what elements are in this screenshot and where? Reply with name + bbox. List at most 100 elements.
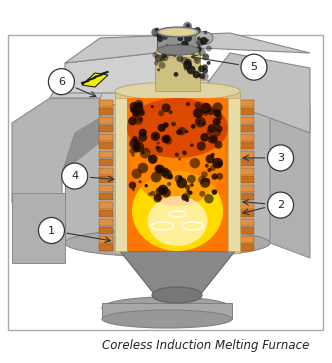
Bar	[240, 236, 254, 242]
Circle shape	[199, 191, 205, 197]
Circle shape	[165, 51, 170, 56]
Polygon shape	[62, 118, 100, 173]
Circle shape	[213, 109, 221, 117]
Circle shape	[133, 145, 140, 152]
Circle shape	[154, 193, 162, 201]
Circle shape	[137, 117, 143, 122]
Circle shape	[213, 129, 221, 136]
Circle shape	[155, 146, 160, 150]
Circle shape	[48, 69, 74, 95]
Polygon shape	[82, 73, 108, 87]
Circle shape	[185, 198, 189, 202]
Circle shape	[194, 27, 201, 34]
Circle shape	[178, 127, 186, 135]
Circle shape	[140, 148, 151, 159]
Circle shape	[163, 56, 168, 61]
Circle shape	[241, 54, 267, 80]
Circle shape	[129, 138, 140, 149]
Bar	[99, 159, 113, 166]
Circle shape	[175, 175, 183, 183]
Bar	[240, 201, 254, 208]
Bar	[99, 201, 113, 208]
Circle shape	[188, 191, 193, 195]
Circle shape	[206, 45, 212, 52]
Circle shape	[195, 117, 206, 127]
Ellipse shape	[65, 79, 270, 107]
Ellipse shape	[115, 82, 240, 100]
Circle shape	[202, 53, 209, 60]
Circle shape	[191, 124, 196, 129]
Text: Coreless Induction Melting Furnace: Coreless Induction Melting Furnace	[102, 339, 309, 351]
Circle shape	[197, 37, 201, 41]
Circle shape	[185, 185, 190, 190]
Ellipse shape	[132, 171, 223, 251]
Ellipse shape	[195, 32, 213, 45]
Circle shape	[190, 143, 194, 147]
Circle shape	[157, 124, 166, 132]
Circle shape	[171, 122, 176, 126]
Circle shape	[187, 189, 190, 193]
Circle shape	[204, 30, 208, 34]
Circle shape	[207, 129, 213, 135]
Circle shape	[139, 132, 142, 136]
Circle shape	[165, 44, 169, 48]
Bar	[99, 193, 113, 200]
Circle shape	[132, 110, 139, 117]
Circle shape	[162, 49, 171, 57]
Polygon shape	[200, 53, 310, 133]
Bar	[240, 134, 254, 140]
Circle shape	[200, 37, 208, 45]
Bar	[157, 32, 199, 50]
Circle shape	[138, 180, 142, 183]
Circle shape	[164, 136, 172, 145]
Circle shape	[131, 153, 135, 157]
Circle shape	[206, 178, 210, 183]
Circle shape	[176, 178, 187, 188]
Circle shape	[168, 49, 176, 56]
Circle shape	[211, 189, 217, 195]
Circle shape	[133, 141, 144, 152]
Circle shape	[214, 141, 222, 149]
Polygon shape	[65, 33, 310, 63]
Circle shape	[201, 103, 211, 114]
Circle shape	[217, 162, 222, 167]
Circle shape	[139, 129, 147, 137]
Circle shape	[197, 142, 206, 151]
Polygon shape	[50, 78, 110, 98]
Text: 3: 3	[277, 153, 284, 163]
Bar	[99, 210, 113, 217]
Circle shape	[150, 191, 155, 196]
Circle shape	[157, 36, 163, 42]
Circle shape	[161, 52, 167, 58]
Ellipse shape	[147, 196, 208, 246]
Circle shape	[212, 118, 221, 126]
Circle shape	[204, 194, 213, 204]
Circle shape	[163, 122, 169, 128]
Circle shape	[128, 117, 137, 125]
Circle shape	[208, 137, 213, 143]
Circle shape	[211, 136, 217, 142]
Bar	[115, 98, 127, 251]
Ellipse shape	[152, 287, 202, 303]
Circle shape	[217, 115, 222, 120]
Polygon shape	[270, 93, 310, 258]
Circle shape	[198, 48, 206, 56]
Circle shape	[198, 176, 206, 184]
Circle shape	[156, 165, 165, 174]
Bar	[99, 108, 113, 115]
Circle shape	[162, 103, 171, 112]
Bar	[240, 108, 254, 115]
Circle shape	[169, 110, 173, 114]
Bar	[240, 117, 254, 123]
Circle shape	[200, 178, 210, 188]
Circle shape	[134, 116, 143, 125]
Circle shape	[174, 72, 178, 77]
Circle shape	[167, 174, 173, 180]
Circle shape	[268, 145, 293, 171]
Circle shape	[187, 175, 196, 183]
Circle shape	[207, 168, 211, 172]
Circle shape	[131, 139, 140, 147]
Circle shape	[138, 109, 145, 116]
Ellipse shape	[129, 106, 225, 206]
Circle shape	[151, 28, 160, 37]
